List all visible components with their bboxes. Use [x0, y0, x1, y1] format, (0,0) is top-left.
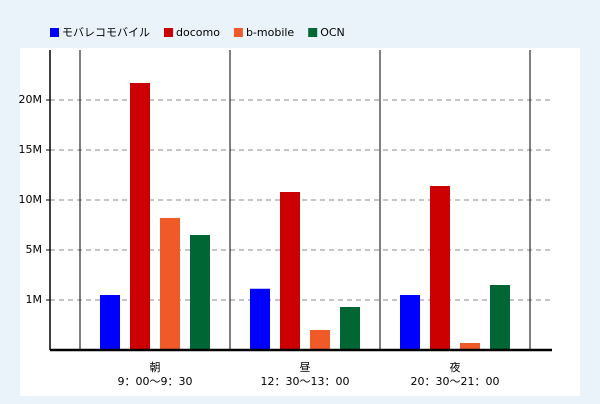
bar: [340, 307, 360, 350]
bar: [130, 83, 150, 350]
y-tick-label: 5M: [26, 243, 43, 256]
bar: [460, 343, 480, 350]
y-tick-label: 15M: [19, 143, 43, 156]
bar: [310, 330, 330, 350]
bar: [190, 235, 210, 350]
x-tick-sublabel: 20：30～21：00: [411, 375, 500, 388]
x-tick-label: 昼: [300, 361, 311, 374]
legend-swatch: [308, 28, 318, 37]
x-tick-sublabel: 12：30～13：00: [261, 375, 350, 388]
bar: [430, 186, 450, 350]
bar: [490, 285, 510, 350]
bar: [160, 218, 180, 350]
y-tick-label: 10M: [19, 193, 43, 206]
legend-swatch: [50, 28, 59, 37]
x-tick-label: 朝: [150, 361, 161, 374]
y-tick-label: 1M: [26, 293, 43, 306]
legend-label: OCN: [320, 26, 345, 39]
legend-label: docomo: [176, 26, 220, 39]
bar: [280, 192, 300, 350]
y-tick-label: 20M: [19, 93, 43, 106]
x-tick-label: 夜: [450, 360, 461, 374]
bar: [250, 288, 270, 350]
bar: [400, 295, 420, 350]
x-tick-sublabel: 9：00～9：30: [118, 375, 193, 388]
legend-swatch: [233, 28, 243, 37]
legend-label: モバレコモバイル: [62, 26, 150, 39]
legend-swatch: [164, 28, 173, 37]
legend-label: b-mobile: [246, 26, 294, 39]
bar: [100, 295, 120, 350]
